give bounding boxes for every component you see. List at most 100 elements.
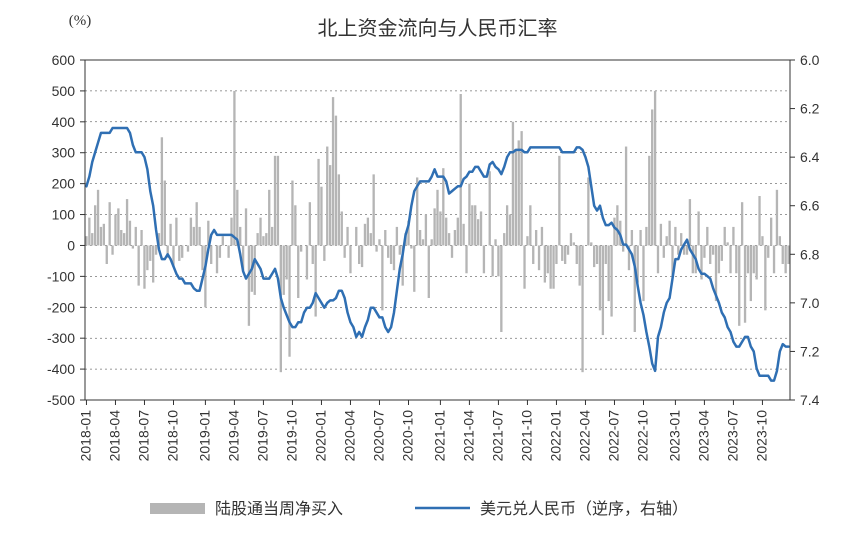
bar <box>317 159 319 246</box>
bar <box>387 245 389 257</box>
bar <box>596 245 598 264</box>
x-tick-label: 2019-01 <box>196 410 212 462</box>
bar <box>732 227 734 246</box>
bar <box>373 174 375 245</box>
bar <box>445 218 447 246</box>
bar <box>149 245 151 260</box>
bar <box>346 227 348 246</box>
bar <box>567 245 569 254</box>
bar <box>529 205 531 245</box>
legend-label-bar: 陆股通当周净买入 <box>215 500 343 518</box>
bar <box>538 245 540 270</box>
bar <box>558 156 560 246</box>
bar <box>648 156 650 246</box>
y-left-tick-label: 300 <box>52 145 76 161</box>
bar <box>364 224 366 246</box>
unit-label: (%) <box>69 13 92 29</box>
bar <box>784 245 786 273</box>
bar <box>532 245 534 264</box>
x-tick-label: 2023-04 <box>695 410 711 462</box>
bar <box>161 137 163 245</box>
bar <box>520 131 522 245</box>
bar <box>555 245 557 264</box>
bar <box>274 156 276 246</box>
bar <box>297 245 299 298</box>
bar <box>227 245 229 257</box>
bar <box>367 218 369 246</box>
bar <box>590 242 592 245</box>
bar <box>288 245 290 356</box>
bar <box>622 245 624 251</box>
bar <box>349 245 351 273</box>
bar <box>329 165 331 245</box>
bar <box>625 147 627 246</box>
bar <box>761 236 763 245</box>
x-tick-label: 2021-07 <box>489 410 505 462</box>
bar <box>477 219 479 245</box>
chart-title: 北上资金流向与人民币汇率 <box>318 17 558 40</box>
bar <box>448 233 450 245</box>
bar <box>152 245 154 282</box>
bar <box>483 245 485 273</box>
x-tick-label: 2018-10 <box>164 410 180 462</box>
bar <box>726 242 728 245</box>
bar <box>454 230 456 245</box>
bar <box>312 245 314 264</box>
x-tick-label: 2023-07 <box>724 410 740 462</box>
x-tick-label: 2019-04 <box>225 410 241 462</box>
bar <box>164 181 166 246</box>
bar <box>680 233 682 245</box>
bar <box>94 205 96 245</box>
bar <box>233 91 235 246</box>
bar <box>773 245 775 273</box>
x-tick-label: 2020-01 <box>312 410 328 462</box>
bar <box>616 205 618 245</box>
bar <box>468 184 470 246</box>
bar <box>770 218 772 246</box>
bar <box>561 245 563 260</box>
bar <box>564 245 566 264</box>
bar <box>425 215 427 246</box>
y-left-tick-label: 0 <box>67 237 75 253</box>
bar <box>697 211 699 245</box>
x-tick-label: 2021-04 <box>460 410 476 462</box>
bar <box>657 245 659 273</box>
bar <box>375 245 377 251</box>
bar <box>280 245 282 372</box>
x-tick-label: 2022-04 <box>576 410 592 462</box>
y-left-tick-label: 100 <box>52 207 76 223</box>
bar <box>779 236 781 245</box>
x-tick-label: 2018-04 <box>106 410 122 462</box>
bar <box>396 227 398 246</box>
bar <box>439 211 441 245</box>
bar <box>741 202 743 245</box>
bar <box>314 245 316 316</box>
bar <box>787 245 789 264</box>
bar <box>196 202 198 245</box>
bar <box>216 245 218 273</box>
bar <box>431 239 433 245</box>
chart-svg: -500-400-300-200-10001002003004005006006… <box>0 0 860 540</box>
x-tick-label: 2019-07 <box>254 410 270 462</box>
bar <box>709 245 711 264</box>
x-tick-label: 2022-07 <box>605 410 621 462</box>
bar <box>547 245 549 273</box>
bar <box>758 196 760 245</box>
bar <box>187 245 189 251</box>
bar <box>181 245 183 257</box>
bar <box>262 236 264 245</box>
bar <box>663 245 665 257</box>
bar <box>335 116 337 246</box>
bar <box>526 236 528 245</box>
bars-group <box>85 91 789 372</box>
bar <box>201 245 203 270</box>
bar <box>85 236 87 245</box>
x-tick-label: 2020-10 <box>399 410 415 462</box>
bar <box>639 230 641 245</box>
bar <box>393 245 395 270</box>
bar <box>602 245 604 335</box>
bar <box>674 227 676 246</box>
bar <box>378 239 380 245</box>
bar <box>500 245 502 332</box>
bar <box>399 245 401 254</box>
